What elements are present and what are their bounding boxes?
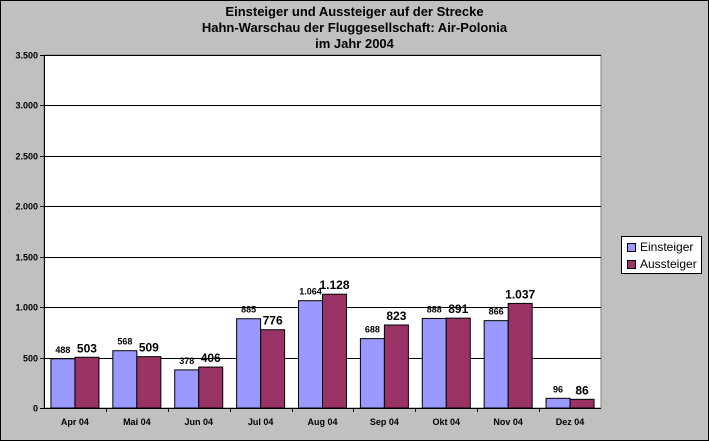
bar-einsteiger [112, 350, 138, 409]
bar-einsteiger [483, 320, 509, 409]
chart-title-line-1: Einsteiger und Aussteiger auf der Streck… [225, 4, 484, 19]
bar-einsteiger [545, 397, 571, 409]
x-tick-label: Mai 04 [123, 417, 151, 427]
x-tick-label: Nov 04 [493, 417, 523, 427]
bar-aussteiger [74, 356, 100, 409]
x-tick-label: Apr 04 [61, 417, 89, 427]
legend-entry-einsteiger: Einsteiger [627, 239, 693, 255]
legend: Einsteiger Aussteiger [621, 236, 702, 274]
data-label-aussteiger: 1.128 [319, 278, 349, 292]
x-tick-label: Sep 04 [370, 417, 399, 427]
data-label-aussteiger: 776 [263, 314, 283, 328]
bar-aussteiger [569, 398, 595, 409]
bar-aussteiger [383, 324, 409, 409]
bar-einsteiger [236, 318, 262, 409]
data-label-einsteiger: 888 [427, 304, 442, 314]
data-label-aussteiger: 406 [201, 351, 221, 365]
x-tick-label: Dez 04 [556, 417, 585, 427]
bar-aussteiger [260, 329, 286, 409]
x-tick-label: Jun 04 [184, 417, 213, 427]
data-label-einsteiger: 1.064 [299, 287, 322, 297]
x-tick-label: Okt 04 [433, 417, 461, 427]
bar-aussteiger [322, 293, 347, 409]
y-tick-label: 0 [33, 404, 38, 414]
y-tick-label: 1.000 [15, 303, 38, 313]
data-label-aussteiger: 86 [575, 383, 589, 397]
x-tick-label: Jul 04 [248, 417, 274, 427]
data-label-einsteiger: 378 [179, 356, 194, 366]
legend-swatch-einsteiger [627, 242, 636, 252]
bar-einsteiger [298, 300, 323, 409]
data-label-einsteiger: 688 [365, 325, 380, 335]
data-label-aussteiger: 509 [139, 341, 159, 355]
legend-label-einsteiger: Einsteiger [640, 240, 694, 254]
bar-aussteiger [136, 356, 162, 409]
data-label-aussteiger: 503 [77, 341, 97, 355]
bar-einsteiger [421, 317, 447, 409]
chart-title-line-2: Hahn-Warschau der Fluggesellschaft: Air-… [201, 20, 508, 35]
y-tick-label: 3.500 [15, 51, 38, 61]
chart-title-line-3: im Jahr 2004 [315, 36, 394, 51]
y-tick-label: 500 [23, 354, 38, 364]
bar-einsteiger [359, 338, 385, 409]
x-tick-label: Aug 04 [307, 417, 337, 427]
bar-aussteiger [198, 366, 224, 409]
data-label-aussteiger: 823 [386, 309, 406, 323]
bar-aussteiger [507, 302, 533, 409]
y-tick-label: 1.500 [15, 253, 38, 263]
y-tick-label: 2.000 [15, 202, 38, 212]
data-label-aussteiger: 1.037 [505, 287, 535, 301]
data-label-einsteiger: 885 [241, 305, 256, 315]
legend-label-aussteiger: Aussteiger [640, 257, 697, 271]
data-label-einsteiger: 96 [553, 384, 563, 394]
bar-einsteiger [50, 358, 76, 409]
y-tick-label: 2.500 [15, 152, 38, 162]
data-label-aussteiger: 891 [448, 302, 468, 316]
legend-entry-aussteiger: Aussteiger [627, 256, 697, 272]
y-tick-label: 3.000 [15, 101, 38, 111]
data-label-einsteiger: 488 [55, 345, 70, 355]
data-label-einsteiger: 866 [489, 307, 504, 317]
legend-swatch-aussteiger [627, 259, 636, 269]
bar-einsteiger [174, 369, 200, 409]
data-label-einsteiger: 568 [117, 337, 132, 347]
bar-aussteiger [445, 317, 471, 409]
